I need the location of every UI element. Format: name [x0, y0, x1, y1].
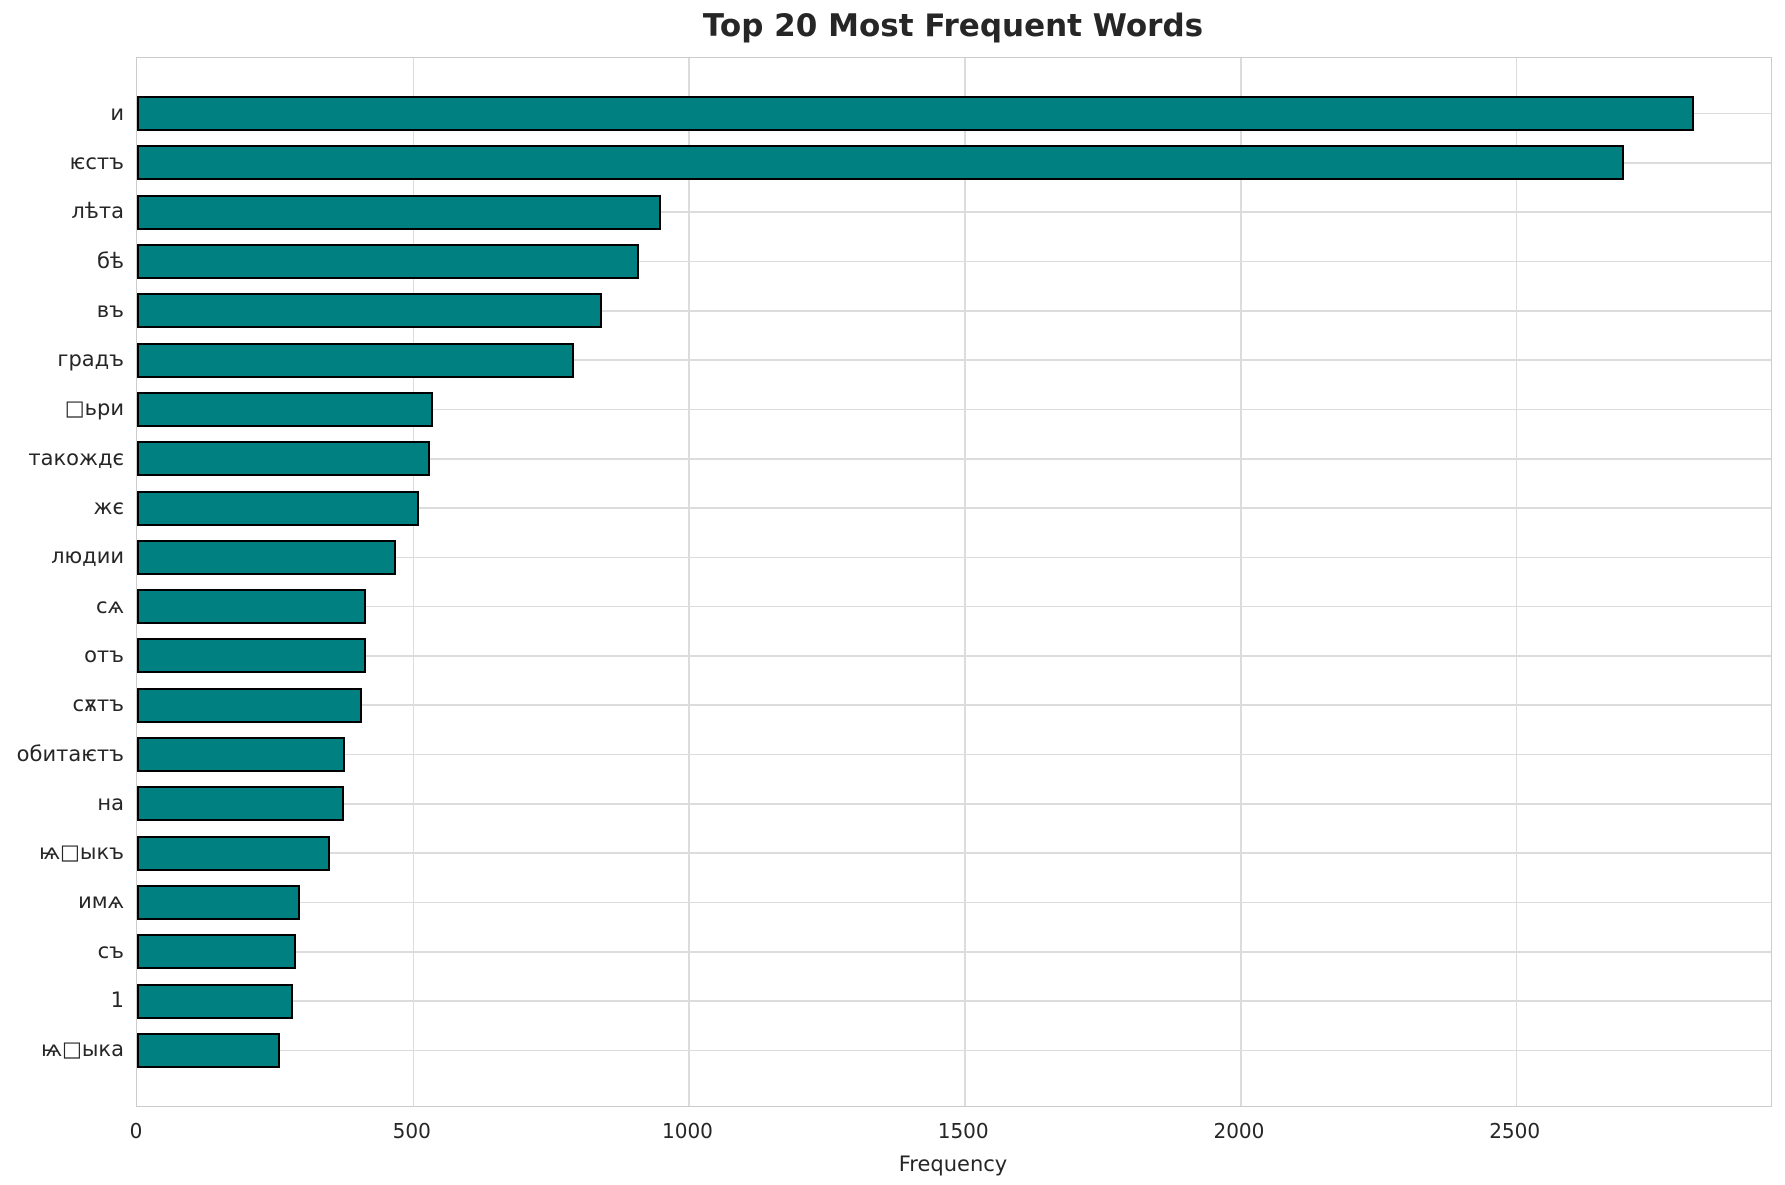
y-tick-label: бѣ [96, 248, 124, 273]
h-gridline [137, 556, 1771, 559]
h-gridline [137, 605, 1771, 608]
x-axis-label: Frequency [898, 1152, 1008, 1176]
h-gridline [137, 803, 1771, 805]
y-tick-label: съ [97, 938, 124, 963]
bar-6 [137, 342, 574, 378]
bar-11 [137, 589, 367, 625]
y-tick-label: въ [96, 297, 124, 322]
y-tick-label: сѧ [96, 593, 124, 618]
v-gridline [1515, 58, 1518, 1106]
h-gridline [137, 310, 1771, 312]
h-gridline [137, 260, 1771, 263]
h-gridline [137, 359, 1771, 361]
bar-18 [137, 934, 296, 970]
x-tick-label: 500 [392, 1119, 431, 1143]
bar-13 [137, 687, 362, 723]
v-gridline [412, 58, 415, 1106]
y-tick-label: жє [93, 495, 124, 520]
bar-16 [137, 835, 330, 871]
x-tick-label: 2000 [1213, 1119, 1265, 1143]
y-tick-label: на [97, 790, 124, 815]
h-gridline [137, 950, 1771, 953]
y-tick-label: 1 [110, 988, 124, 1013]
h-gridline [137, 704, 1771, 707]
bar-14 [137, 737, 345, 773]
bar-9 [137, 490, 420, 526]
bar-3 [137, 194, 662, 230]
bar-5 [137, 293, 602, 329]
y-tick-label: такождє [28, 445, 124, 470]
h-gridline [137, 901, 1771, 904]
y-tick-label: ѥстъ [69, 149, 124, 174]
plot-area [136, 57, 1772, 1107]
x-tick-label: 1000 [662, 1119, 713, 1143]
y-tick-label: сѫтъ [72, 692, 124, 717]
y-tick-label: людии [51, 544, 124, 569]
x-tick-label: 2500 [1489, 1119, 1541, 1143]
h-gridline [137, 457, 1771, 460]
y-tick-label: и [110, 100, 124, 125]
y-tick-label: отъ [84, 642, 124, 667]
h-gridline [137, 408, 1771, 411]
h-gridline [137, 655, 1771, 657]
bar-7 [137, 391, 433, 427]
bar-8 [137, 441, 431, 477]
h-gridline [137, 753, 1771, 756]
v-gridline [688, 58, 691, 1106]
v-gridline [964, 58, 966, 1106]
x-tick-label: 0 [129, 1119, 143, 1143]
h-gridline [137, 1049, 1771, 1052]
bar-20 [137, 1032, 280, 1068]
bar-4 [137, 244, 640, 280]
y-tick-label: □ьри [64, 396, 124, 421]
bar-1 [137, 96, 1694, 132]
v-gridline [1239, 58, 1242, 1106]
h-gridline [137, 852, 1771, 854]
y-tick-label: имѧ [78, 889, 124, 914]
bar-12 [137, 638, 366, 674]
bar-19 [137, 983, 293, 1019]
bar-2 [137, 145, 1624, 181]
chart-title: Top 20 Most Frequent Words [702, 8, 1204, 44]
bar-17 [137, 884, 300, 920]
y-tick-label: ѩ□ыка [40, 1037, 124, 1062]
h-gridline [137, 507, 1771, 509]
y-tick-label: лѣта [71, 199, 124, 224]
y-tick-label: градъ [57, 347, 124, 372]
y-tick-label: ѩ□ыкъ [39, 840, 124, 865]
y-tick-label: обитаѥтъ [16, 741, 124, 766]
bar-10 [137, 539, 397, 575]
h-gridline [137, 1000, 1771, 1002]
h-gridline [137, 211, 1771, 214]
bar-15 [137, 786, 345, 822]
x-tick-label: 1500 [937, 1119, 989, 1143]
